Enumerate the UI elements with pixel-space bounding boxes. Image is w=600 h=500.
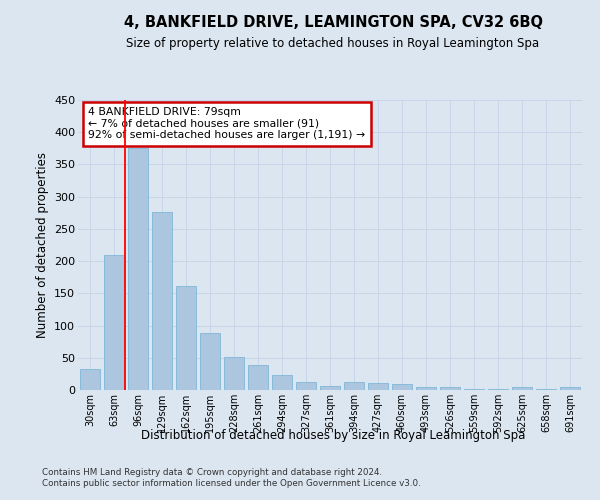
Bar — [560, 388, 580, 390]
Bar — [416, 388, 436, 390]
Bar — [440, 387, 460, 390]
Bar — [296, 382, 316, 390]
Bar — [248, 365, 268, 390]
Text: 4, BANKFIELD DRIVE, LEAMINGTON SPA, CV32 6BQ: 4, BANKFIELD DRIVE, LEAMINGTON SPA, CV32… — [124, 15, 542, 30]
Bar — [272, 375, 292, 390]
Bar — [368, 383, 388, 390]
Text: Contains HM Land Registry data © Crown copyright and database right 2024.: Contains HM Land Registry data © Crown c… — [42, 468, 382, 477]
Text: Contains public sector information licensed under the Open Government Licence v3: Contains public sector information licen… — [42, 480, 421, 488]
Bar — [320, 386, 340, 390]
Text: Distribution of detached houses by size in Royal Leamington Spa: Distribution of detached houses by size … — [141, 428, 525, 442]
Bar — [392, 384, 412, 390]
Bar — [176, 286, 196, 390]
Text: Size of property relative to detached houses in Royal Leamington Spa: Size of property relative to detached ho… — [127, 38, 539, 51]
Bar — [464, 388, 484, 390]
Y-axis label: Number of detached properties: Number of detached properties — [35, 152, 49, 338]
Bar — [200, 332, 220, 390]
Bar — [128, 148, 148, 390]
Bar — [80, 370, 100, 390]
Bar — [344, 382, 364, 390]
Bar — [512, 388, 532, 390]
Bar — [224, 357, 244, 390]
Bar — [104, 256, 124, 390]
Bar — [152, 212, 172, 390]
Text: 4 BANKFIELD DRIVE: 79sqm
← 7% of detached houses are smaller (91)
92% of semi-de: 4 BANKFIELD DRIVE: 79sqm ← 7% of detache… — [88, 108, 365, 140]
